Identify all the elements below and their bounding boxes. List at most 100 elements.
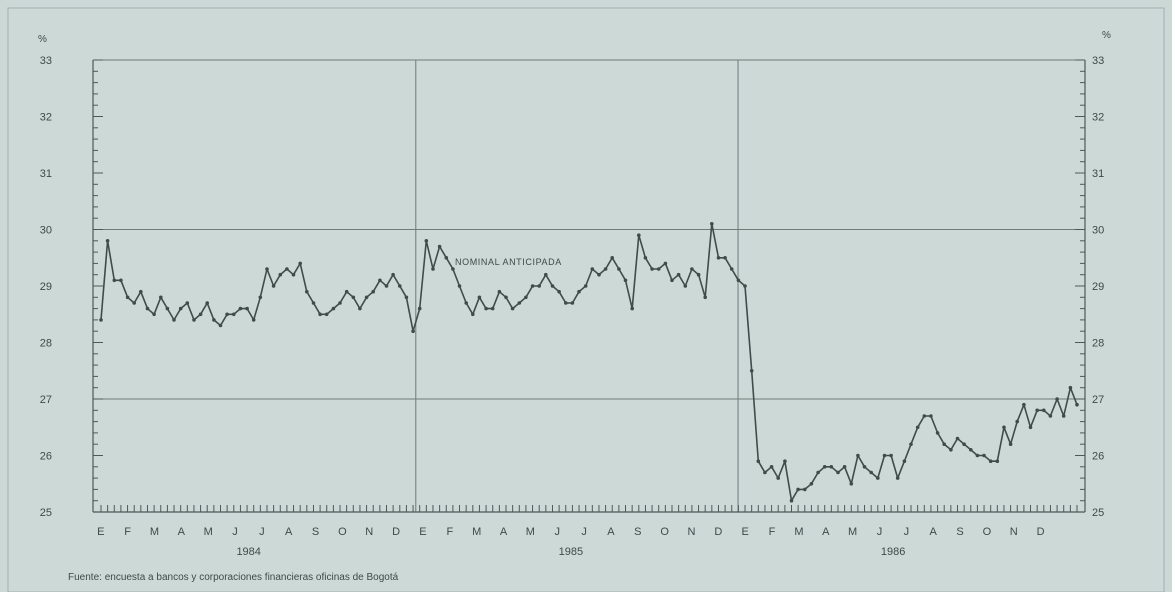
data-point: [198, 312, 203, 317]
data-point: [564, 301, 568, 305]
axis-ticks: [93, 59, 1085, 513]
data-point: [915, 425, 920, 430]
data-point: [583, 284, 588, 288]
data-point: [530, 284, 535, 288]
data-point: [829, 465, 834, 469]
x-month-label: S: [634, 526, 642, 538]
data-point: [962, 442, 966, 447]
data-point: [776, 476, 780, 480]
x-month-label: J: [554, 526, 560, 538]
data-point: [1042, 408, 1046, 413]
y-unit-left: %: [38, 34, 47, 45]
data-point: [344, 289, 349, 294]
x-month-label: A: [822, 526, 830, 538]
data-point: [411, 329, 415, 334]
data-point: [477, 295, 482, 300]
source-note: Fuente: encuesta a bancos y corporacione…: [68, 572, 399, 583]
data-point: [570, 301, 575, 305]
data-point: [437, 244, 442, 249]
data-point: [152, 312, 156, 317]
x-month-label: A: [178, 526, 186, 538]
data-point: [464, 301, 469, 305]
y-tick-label-left: 29: [40, 281, 52, 293]
data-point: [809, 482, 814, 486]
data-point: [258, 295, 263, 300]
x-month-label: A: [929, 526, 937, 538]
x-month-label: M: [848, 526, 858, 538]
y-tick-label-left: 25: [40, 507, 52, 519]
x-month-label: F: [446, 526, 453, 538]
x-month-label: M: [472, 526, 482, 538]
data-point: [816, 470, 820, 475]
data-point: [603, 267, 608, 271]
data-point: [995, 459, 1000, 464]
data-point: [305, 289, 309, 294]
data-point: [849, 482, 854, 486]
data-point: [716, 255, 721, 260]
data-point: [982, 453, 986, 458]
data-point: [590, 267, 595, 271]
x-month-label: D: [714, 526, 722, 538]
data-point: [856, 453, 860, 458]
data-point: [630, 306, 634, 311]
data-point: [205, 301, 209, 305]
data-point: [690, 267, 694, 271]
grid-lines: [93, 59, 1085, 512]
data-point: [404, 295, 409, 300]
data-point: [384, 284, 389, 288]
y-tick-label-left: 27: [40, 394, 52, 406]
data-point: [1028, 425, 1033, 430]
data-point: [862, 465, 867, 469]
data-point: [729, 267, 734, 271]
x-month-label: N: [365, 526, 373, 538]
data-point: [637, 233, 641, 237]
data-point: [703, 295, 707, 300]
data-point: [656, 267, 661, 271]
x-month-label: E: [97, 526, 105, 538]
data-point: [139, 289, 143, 294]
x-month-label: S: [956, 526, 964, 538]
series-nominal-anticipada: [99, 222, 1079, 503]
x-month-label: A: [607, 526, 615, 538]
data-point: [185, 301, 190, 305]
data-point: [670, 278, 674, 283]
data-point: [842, 465, 847, 469]
data-point: [597, 272, 601, 277]
x-month-label: M: [204, 526, 214, 538]
x-month-label: F: [124, 526, 131, 538]
data-point: [517, 301, 522, 305]
data-point: [218, 323, 223, 328]
y-tick-label-right: 28: [1092, 338, 1104, 350]
data-point: [769, 465, 774, 469]
data-point: [324, 312, 329, 317]
y-tick-label-left: 33: [40, 55, 52, 67]
data-point: [676, 272, 681, 277]
data-point: [756, 459, 761, 464]
data-point: [391, 272, 395, 277]
y-unit-right: %: [1102, 30, 1111, 41]
data-point: [364, 295, 369, 300]
data-point: [291, 272, 296, 277]
data-point: [1061, 414, 1066, 418]
data-point: [935, 431, 940, 435]
data-point: [749, 369, 754, 373]
data-point: [278, 272, 283, 277]
plot-background: [7, 7, 1165, 592]
y-tick-label-right: 25: [1092, 507, 1104, 519]
data-point: [902, 459, 907, 464]
data-point: [975, 453, 980, 458]
data-point: [112, 278, 117, 283]
data-point: [1022, 402, 1026, 407]
x-month-label: M: [150, 526, 160, 538]
data-point: [265, 267, 269, 271]
data-point: [232, 312, 236, 317]
data-point: [510, 306, 515, 311]
data-point: [212, 318, 216, 322]
data-point: [1075, 402, 1079, 407]
data-point: [663, 261, 668, 266]
x-month-label: O: [983, 526, 992, 538]
data-point: [796, 487, 800, 492]
x-month-label: N: [688, 526, 696, 538]
data-point: [444, 255, 449, 260]
